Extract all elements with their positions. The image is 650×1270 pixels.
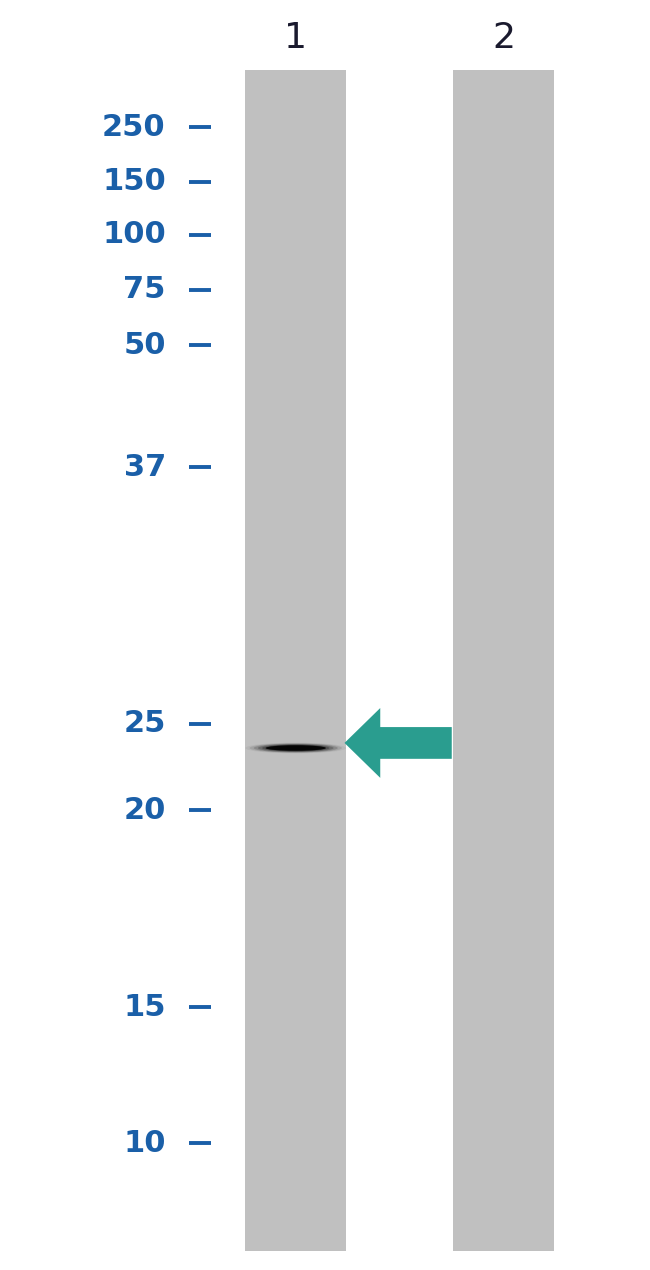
- Ellipse shape: [275, 745, 317, 751]
- Text: 37: 37: [124, 453, 166, 481]
- Text: 10: 10: [124, 1129, 166, 1157]
- Text: 75: 75: [124, 276, 166, 304]
- FancyArrow shape: [344, 709, 452, 777]
- Ellipse shape: [270, 745, 321, 751]
- Ellipse shape: [279, 747, 313, 749]
- Bar: [454, 70, 554, 1251]
- Ellipse shape: [266, 745, 325, 751]
- Text: 20: 20: [124, 796, 166, 824]
- Ellipse shape: [254, 743, 338, 752]
- Bar: [246, 70, 346, 1251]
- Text: 25: 25: [124, 710, 166, 738]
- Text: 1: 1: [284, 22, 307, 55]
- Ellipse shape: [250, 743, 342, 753]
- Ellipse shape: [246, 743, 346, 753]
- Ellipse shape: [262, 744, 330, 752]
- Ellipse shape: [283, 747, 308, 749]
- Text: 50: 50: [124, 331, 166, 359]
- Text: 2: 2: [492, 22, 515, 55]
- Ellipse shape: [287, 747, 304, 749]
- Text: 15: 15: [124, 993, 166, 1021]
- Text: 250: 250: [102, 113, 166, 141]
- Text: 100: 100: [102, 221, 166, 249]
- Ellipse shape: [258, 744, 333, 752]
- Ellipse shape: [265, 745, 326, 751]
- Text: 150: 150: [102, 168, 166, 196]
